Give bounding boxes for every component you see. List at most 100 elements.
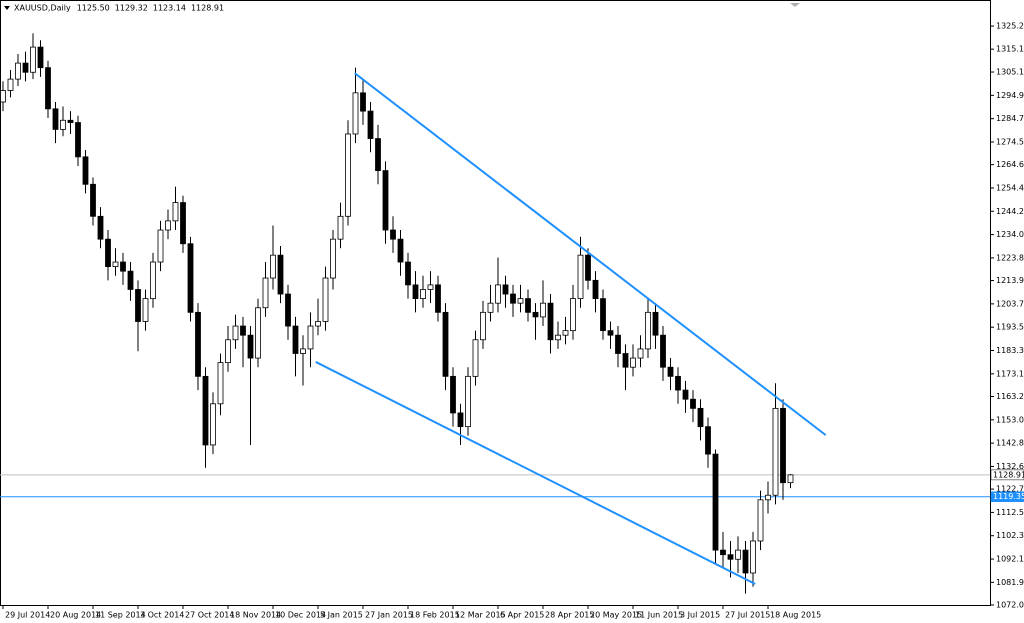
y-tick-label: 1122.70 xyxy=(996,485,1024,494)
candle-body xyxy=(427,284,434,290)
candle-body xyxy=(465,375,471,428)
plot-frame xyxy=(0,0,991,606)
y-tick-label: 1264.60 xyxy=(996,160,1024,169)
candle-body xyxy=(652,311,659,336)
candle-body xyxy=(142,298,149,322)
y-tick-label: 1223.80 xyxy=(996,253,1024,262)
candle-body xyxy=(570,298,576,332)
candle-body xyxy=(675,375,681,391)
candle-body xyxy=(457,412,464,428)
price-tag-label: 1119.35 xyxy=(993,492,1024,501)
candle-body xyxy=(645,311,651,350)
candle-body xyxy=(307,325,314,350)
candle-body xyxy=(787,474,794,484)
candle-body xyxy=(660,334,666,368)
x-tick-label: 29 Jul 2014 xyxy=(5,611,50,620)
price-tag-label: 1128.91 xyxy=(993,470,1024,479)
candle-body xyxy=(120,261,126,272)
candle-body xyxy=(172,202,179,222)
trendline xyxy=(354,72,827,436)
trendline xyxy=(315,361,756,585)
candle-body xyxy=(22,62,29,73)
candle-body xyxy=(300,348,306,354)
candle-body xyxy=(637,348,644,359)
candle-body xyxy=(255,307,261,359)
candle-body xyxy=(97,215,104,240)
y-tick-label: 1112.50 xyxy=(996,508,1024,517)
candle-body xyxy=(562,330,569,336)
candle-body xyxy=(150,261,156,300)
candle-body xyxy=(262,277,269,309)
y-tick-label: 1072.00 xyxy=(996,601,1024,610)
candle-body xyxy=(375,138,381,171)
header-value: 1123.14 xyxy=(153,4,186,13)
candle-body xyxy=(667,366,674,377)
x-tick-label: 20 May 2015 xyxy=(590,611,642,620)
candle-body xyxy=(780,407,786,484)
y-tick-label: 1284.70 xyxy=(996,114,1024,123)
candle-body xyxy=(187,243,194,313)
x-tick-label: 27 Jan 2015 xyxy=(365,611,413,620)
y-tick-label: 1163.20 xyxy=(996,392,1024,401)
candle-body xyxy=(225,339,231,364)
candle-body xyxy=(75,122,81,158)
candle-body xyxy=(472,339,479,377)
candle-body xyxy=(285,293,291,327)
x-tick-label: 11 Jun 2015 xyxy=(635,611,683,620)
candle-body xyxy=(360,92,366,112)
candle-body xyxy=(330,238,336,279)
candle-body xyxy=(270,254,276,279)
candle-body xyxy=(367,110,374,139)
y-tick-label: 1193.50 xyxy=(996,323,1024,332)
x-tick-label: 28 Apr 2015 xyxy=(545,611,594,620)
x-tick-label: 27 Oct 2014 xyxy=(185,611,234,620)
x-tick-label: 18 Aug 2015 xyxy=(770,611,821,620)
candle-body xyxy=(112,261,119,268)
candle-body xyxy=(52,108,59,130)
y-tick-label: 1142.80 xyxy=(996,439,1024,448)
candle-body xyxy=(772,407,779,496)
candle-body xyxy=(757,499,764,542)
price-tag xyxy=(990,469,1024,481)
candle-body xyxy=(127,270,134,290)
candle-body xyxy=(0,90,6,103)
candle-body xyxy=(525,298,531,313)
candle-body xyxy=(555,334,561,341)
candle-body xyxy=(720,549,726,556)
candle-body xyxy=(315,321,321,327)
y-tick-label: 1244.20 xyxy=(996,207,1024,216)
candle-body xyxy=(495,284,501,304)
candle-body xyxy=(382,170,389,231)
candle-body xyxy=(735,549,741,560)
candle-body xyxy=(390,229,396,240)
candle-body xyxy=(630,357,636,368)
candle-body xyxy=(412,284,419,300)
x-tick-label: 11 Sep 2014 xyxy=(95,611,146,620)
candle-body xyxy=(7,78,14,91)
shift-marker xyxy=(790,3,800,7)
candle-body xyxy=(30,46,36,73)
candle-body xyxy=(210,403,216,446)
candle-body xyxy=(450,375,456,414)
candle-body xyxy=(232,325,239,341)
candle-body xyxy=(135,289,141,322)
candle-body xyxy=(510,293,516,304)
y-tick-label: 1132.60 xyxy=(996,462,1024,471)
candle-body xyxy=(195,311,201,377)
candle-body xyxy=(292,325,299,354)
candle-body xyxy=(337,215,344,240)
y-tick-label: 1254.40 xyxy=(996,183,1024,192)
y-tick-label: 1325.20 xyxy=(996,22,1024,31)
header-value: 1129.32 xyxy=(115,4,148,13)
candle-body xyxy=(60,119,66,130)
header-value: 1125.50 xyxy=(77,4,110,13)
candle-body xyxy=(532,311,539,318)
candle-body xyxy=(322,277,329,322)
chart-title: XAUUSD,Daily xyxy=(14,4,71,13)
candle-body xyxy=(517,298,524,304)
x-tick-label: 20 Aug 2014 xyxy=(50,611,101,620)
candle-body xyxy=(742,549,749,574)
candle-body xyxy=(585,254,591,281)
candle-body xyxy=(15,62,21,80)
